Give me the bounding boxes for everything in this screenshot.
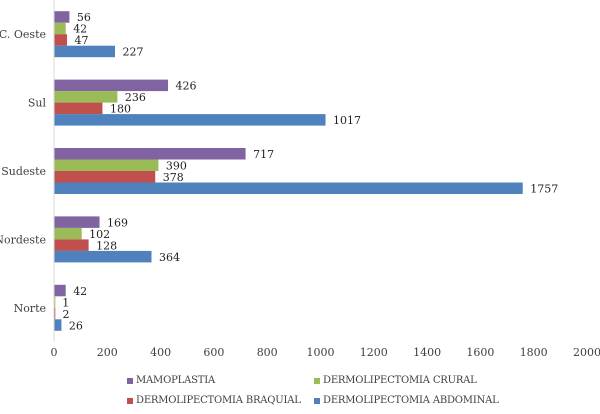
bar bbox=[54, 79, 169, 92]
data-label: 26 bbox=[69, 319, 83, 332]
data-label: 426 bbox=[176, 80, 197, 93]
category-label: Sul bbox=[28, 97, 47, 110]
x-tick-label: 1600 bbox=[466, 346, 494, 359]
bar bbox=[54, 284, 66, 297]
data-label: 236 bbox=[125, 91, 146, 104]
x-tick-label: 1400 bbox=[413, 346, 441, 359]
data-label: 227 bbox=[122, 46, 143, 59]
data-label: 56 bbox=[77, 11, 91, 24]
category-labels: C. Oeste Sul Sudeste Nordeste Norte bbox=[0, 28, 46, 315]
x-tick-label: 2000 bbox=[573, 346, 600, 359]
data-label: 169 bbox=[107, 216, 128, 229]
bar bbox=[54, 296, 56, 308]
data-label: 717 bbox=[253, 148, 274, 161]
data-label: 102 bbox=[89, 228, 110, 241]
data-label: 180 bbox=[110, 103, 131, 116]
x-tick-label: 200 bbox=[97, 346, 118, 359]
data-label: 1017 bbox=[333, 114, 361, 127]
bar bbox=[54, 102, 103, 115]
data-label: 42 bbox=[73, 23, 87, 36]
data-label: 364 bbox=[159, 251, 180, 264]
bar bbox=[54, 91, 118, 103]
x-tick-labels: 0 200 400 600 800 1000 1200 1400 1600 1800 2000 bbox=[51, 346, 600, 359]
bar bbox=[54, 171, 156, 183]
data-label: 1757 bbox=[530, 183, 558, 196]
bar bbox=[54, 34, 68, 46]
category-label: Norte bbox=[14, 302, 46, 315]
bar bbox=[54, 182, 523, 194]
bar bbox=[54, 45, 115, 58]
bar bbox=[54, 159, 159, 171]
category-label: Sudeste bbox=[1, 165, 46, 178]
category-label: C. Oeste bbox=[0, 28, 46, 41]
x-tick-label: 1800 bbox=[520, 346, 548, 359]
x-tick-label: 0 bbox=[51, 346, 58, 359]
data-label: 128 bbox=[96, 239, 117, 252]
data-label: 42 bbox=[73, 285, 87, 298]
bar bbox=[54, 227, 82, 240]
bar bbox=[54, 307, 56, 320]
bars-group: 5642472274262361801017717390378175716910… bbox=[54, 11, 558, 332]
bar bbox=[54, 11, 70, 23]
x-tick-label: 400 bbox=[150, 346, 171, 359]
x-tick-label: 1000 bbox=[307, 346, 335, 359]
data-label: 378 bbox=[163, 171, 184, 184]
bar bbox=[54, 148, 246, 160]
bar bbox=[54, 22, 66, 35]
data-label: 47 bbox=[75, 34, 89, 47]
data-label: 390 bbox=[166, 160, 187, 173]
x-tick-label: 600 bbox=[203, 346, 224, 359]
bar bbox=[54, 250, 152, 263]
bar bbox=[54, 114, 326, 126]
x-tick-label: 800 bbox=[257, 346, 278, 359]
bar bbox=[54, 216, 100, 228]
category-label: Nordeste bbox=[0, 233, 46, 246]
x-tick-label: 1200 bbox=[360, 346, 388, 359]
data-label: 2 bbox=[63, 308, 70, 321]
bar bbox=[54, 239, 89, 251]
bar bbox=[54, 319, 62, 331]
data-label: 1 bbox=[62, 296, 69, 309]
